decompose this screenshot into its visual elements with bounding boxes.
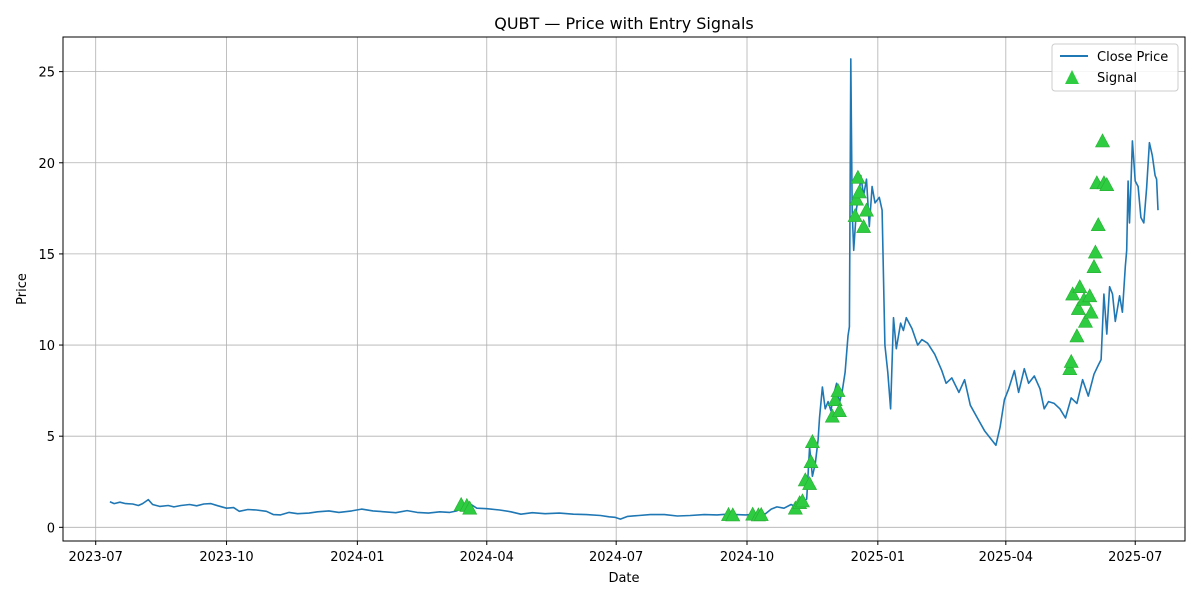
signal-marker bbox=[858, 202, 874, 217]
y-tick-label: 20 bbox=[38, 157, 55, 172]
signal-marker bbox=[725, 507, 741, 522]
signal-marker bbox=[803, 454, 819, 469]
signal-marker bbox=[1082, 288, 1098, 303]
signal-marker bbox=[804, 434, 820, 448]
signal-marker bbox=[1087, 244, 1103, 259]
x-tick-label: 2025-04 bbox=[979, 550, 1033, 565]
signal-marker bbox=[462, 500, 478, 515]
signal-marker bbox=[830, 382, 846, 397]
signal-marker bbox=[827, 392, 843, 407]
signal-marker bbox=[794, 493, 810, 508]
signal-series bbox=[453, 133, 1115, 522]
signal-marker bbox=[1065, 286, 1081, 301]
signal-marker bbox=[849, 191, 865, 206]
x-tick-label: 2024-04 bbox=[460, 550, 514, 565]
y-axis-label: Price bbox=[15, 273, 30, 305]
signal-marker bbox=[1095, 133, 1111, 148]
y-tick-label: 15 bbox=[38, 248, 55, 263]
y-tick-label: 5 bbox=[47, 430, 55, 445]
y-tick-label: 0 bbox=[47, 521, 55, 536]
legend-signal-swatch bbox=[1065, 70, 1079, 84]
signal-marker bbox=[851, 184, 867, 199]
x-tick-label: 2024-01 bbox=[330, 550, 384, 565]
signal-marker bbox=[831, 403, 847, 417]
x-tick-label: 2023-07 bbox=[69, 550, 123, 565]
signal-marker bbox=[802, 475, 818, 490]
signal-marker bbox=[1083, 304, 1099, 319]
close-price-line bbox=[109, 58, 1159, 520]
y-tick-label: 25 bbox=[38, 66, 55, 81]
x-tick-label: 2025-01 bbox=[851, 550, 905, 565]
chart-title: QUBT — Price with Entry Signals bbox=[494, 14, 754, 33]
x-axis: 2023-07 2023-10 2024-01 2024-04 2024-07 2024-… bbox=[69, 541, 1162, 565]
x-tick-label: 2024-07 bbox=[589, 550, 643, 565]
signal-marker bbox=[1063, 353, 1079, 368]
x-tick-label: 2023-10 bbox=[199, 550, 253, 565]
signal-marker bbox=[1069, 328, 1085, 343]
signal-marker bbox=[1070, 300, 1086, 315]
y-axis: 0 5 10 15 20 25 bbox=[38, 66, 63, 536]
legend-signal-label: Signal bbox=[1097, 71, 1137, 86]
x-axis-label: Date bbox=[608, 571, 639, 586]
legend: Close Price Signal bbox=[1051, 43, 1179, 92]
close-price-series bbox=[109, 58, 1159, 520]
signal-marker bbox=[753, 506, 769, 521]
signal-marker bbox=[847, 208, 863, 222]
x-tick-label: 2025-07 bbox=[1108, 550, 1162, 565]
signal-marker bbox=[1090, 217, 1106, 232]
x-tick-label: 2024-10 bbox=[720, 550, 774, 565]
signal-marker bbox=[1099, 177, 1115, 191]
signal-marker bbox=[1086, 259, 1102, 273]
legend-close-price-label: Close Price bbox=[1097, 50, 1168, 65]
signal-marker bbox=[1062, 361, 1078, 376]
signal-marker bbox=[850, 169, 866, 184]
signal-marker bbox=[856, 218, 872, 233]
signal-marker bbox=[1072, 279, 1088, 294]
plot-frame bbox=[62, 36, 1186, 542]
grid bbox=[63, 37, 1185, 541]
y-tick-label: 10 bbox=[38, 339, 55, 354]
signal-marker bbox=[1077, 313, 1093, 328]
